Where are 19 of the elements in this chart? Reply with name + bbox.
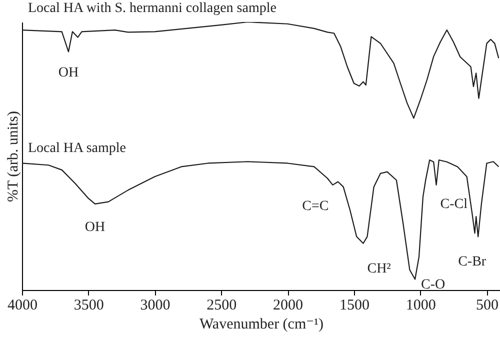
x-tick-label: 3000 bbox=[140, 298, 170, 314]
series-label: Local HA sample bbox=[28, 141, 126, 156]
x-tick-label: 4000 bbox=[8, 298, 38, 314]
x-tick-label: 3500 bbox=[74, 298, 104, 314]
annotation: CH² bbox=[367, 261, 391, 276]
x-tick-label: 2000 bbox=[273, 298, 304, 314]
annotation: C-O bbox=[421, 277, 446, 292]
y-axis-title: %T (arb. units) bbox=[6, 111, 22, 202]
annotation: C=C bbox=[302, 198, 329, 214]
series-label: Local HA with S. hermanni collagen sample bbox=[28, 1, 276, 16]
annotation: C-Br bbox=[458, 254, 486, 270]
annotation: C-Cl bbox=[440, 196, 468, 212]
x-tick-label: 1500 bbox=[339, 298, 370, 314]
x-tick-label: 500 bbox=[476, 298, 498, 314]
x-tick-label: 1000 bbox=[406, 298, 436, 314]
annotation: OH bbox=[84, 220, 106, 235]
x-tick-label: 2500 bbox=[206, 298, 237, 314]
annotation: OH bbox=[58, 66, 79, 81]
x-axis-title: Wavenumber (cm⁻¹) bbox=[199, 316, 324, 332]
